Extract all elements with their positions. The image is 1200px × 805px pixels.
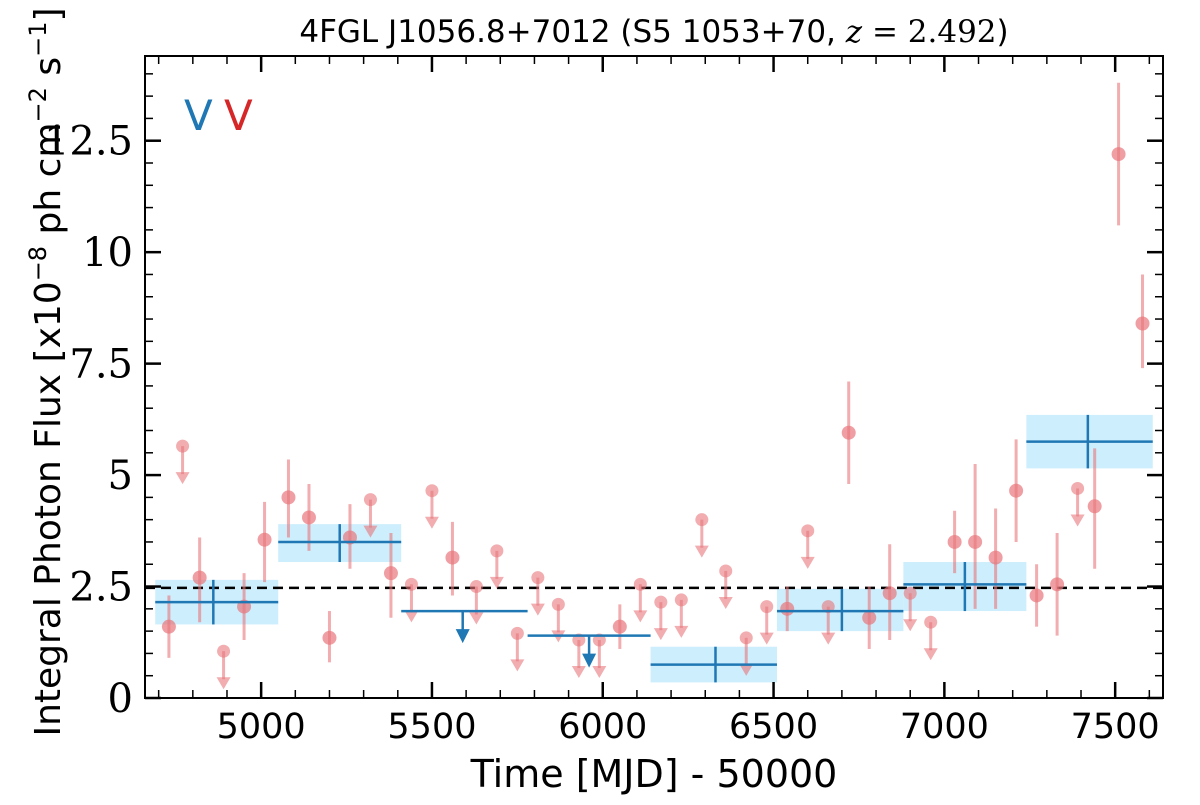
short-bin-ul-arrow <box>592 666 607 679</box>
y-axis-label: Integral Photon Flux [x10−8 ph cm−2 s−1] <box>24 7 69 736</box>
y-tick-label: 7.5 <box>69 342 133 388</box>
long-bin-ul-arrow <box>582 653 597 668</box>
short-bin-point <box>882 586 897 601</box>
short-bin-ul-point <box>363 493 377 507</box>
short-bin-point <box>1050 577 1065 592</box>
short-bin-ul-arrow <box>633 610 648 623</box>
short-bin-series <box>161 82 1150 690</box>
short-bin-point <box>1009 483 1024 498</box>
short-bin-ul-arrow <box>718 596 733 609</box>
short-bin-ul-point <box>510 626 524 640</box>
short-bin-ul-point <box>674 593 688 607</box>
short-bin-ul-point <box>217 644 231 658</box>
x-tick-label: 7000 <box>900 707 989 747</box>
axes: 5000 5500 6000 6500 7000 7500 0 2.5 5 7.5 10 12.5 <box>44 55 1164 747</box>
short-bin-ul-arrow <box>363 525 378 538</box>
x-tick-label: 6000 <box>558 707 647 747</box>
short-bin-ul-point <box>924 615 938 629</box>
long-bin-series <box>155 414 1153 683</box>
short-bin-ul-arrow <box>404 610 419 623</box>
y-tick-label: 0 <box>108 676 133 722</box>
short-bin-ul-arrow <box>759 632 774 645</box>
short-bin-ul-arrow <box>1070 514 1085 527</box>
legend-marker: V <box>224 91 253 140</box>
short-bin-ul-arrow <box>175 472 190 485</box>
short-bin-ul-point <box>425 484 439 498</box>
short-bin-ul-arrow <box>469 612 484 625</box>
short-bin-ul-point <box>1071 481 1085 495</box>
y-tick-label: 10 <box>82 230 133 276</box>
short-bin-point <box>947 534 962 549</box>
short-bin-ul-point <box>903 586 917 600</box>
short-bin-ul-point <box>760 600 774 614</box>
short-bin-point <box>301 510 316 525</box>
short-bin-ul-point <box>801 524 815 538</box>
long-bin-ul-arrow <box>455 629 470 644</box>
short-bin-ul-arrow <box>424 516 439 529</box>
short-bin-ul-point <box>551 597 565 611</box>
short-bin-ul-arrow <box>821 632 836 645</box>
legend-marker: V <box>184 91 213 140</box>
short-bin-ul-point <box>739 631 753 645</box>
x-tick-label: 6500 <box>729 707 818 747</box>
short-bin-ul-arrow <box>903 619 918 632</box>
short-bin-ul-arrow <box>489 576 504 589</box>
short-bin-point <box>281 490 296 505</box>
short-bin-point <box>445 550 460 565</box>
short-bin-ul-point <box>404 577 418 591</box>
short-bin-point <box>1087 499 1102 514</box>
short-bin-ul-arrow <box>800 556 815 569</box>
short-bin-point <box>862 610 877 625</box>
short-bin-ul-arrow <box>530 603 545 616</box>
plot-frame <box>144 55 1164 699</box>
short-bin-ul-arrow <box>571 666 586 679</box>
short-bin-ul-arrow <box>739 663 754 676</box>
short-bin-point <box>322 630 337 645</box>
short-bin-ul-arrow <box>923 648 938 661</box>
short-bin-point <box>161 619 176 634</box>
short-bin-point <box>968 534 983 549</box>
short-bin-point <box>192 570 207 585</box>
short-bin-point <box>612 619 627 634</box>
short-bin-point <box>988 550 1003 565</box>
short-bin-ul-point <box>654 595 668 609</box>
short-bin-point <box>780 601 795 616</box>
x-tick-label: 7500 <box>1071 707 1160 747</box>
short-bin-ul-arrow <box>216 677 231 690</box>
short-bin-ul-arrow <box>653 628 668 641</box>
short-bin-ul-arrow <box>694 545 709 558</box>
short-bin-ul-point <box>719 564 733 578</box>
short-bin-point <box>841 425 856 440</box>
x-tick-label: 5000 <box>217 707 306 747</box>
x-tick-label: 5500 <box>387 707 476 747</box>
y-tick-label: 5 <box>108 453 133 499</box>
short-bin-ul-point <box>490 544 504 558</box>
chart-title: 4FGL J1056.8+7012 (S5 1053+70, z = 2.492… <box>299 14 1008 50</box>
short-bin-ul-arrow <box>674 625 689 638</box>
x-axis-label: Time [MJD] - 50000 <box>470 752 838 796</box>
short-bin-ul-arrow <box>510 659 525 672</box>
short-bin-point <box>1135 316 1150 331</box>
y-tick-label: 2.5 <box>69 565 133 611</box>
y-tick-label: 12.5 <box>44 119 133 165</box>
short-bin-ul-point <box>695 513 709 527</box>
short-bin-point <box>383 566 398 581</box>
short-bin-ul-point <box>633 577 647 591</box>
short-bin-ul-point <box>531 571 545 585</box>
short-bin-ul-point <box>176 439 190 453</box>
short-bin-point <box>257 532 272 547</box>
short-bin-point <box>1029 588 1044 603</box>
long-bin-bands <box>155 414 1153 683</box>
short-bin-ul-point <box>469 580 483 594</box>
short-bin-point <box>1111 147 1126 162</box>
